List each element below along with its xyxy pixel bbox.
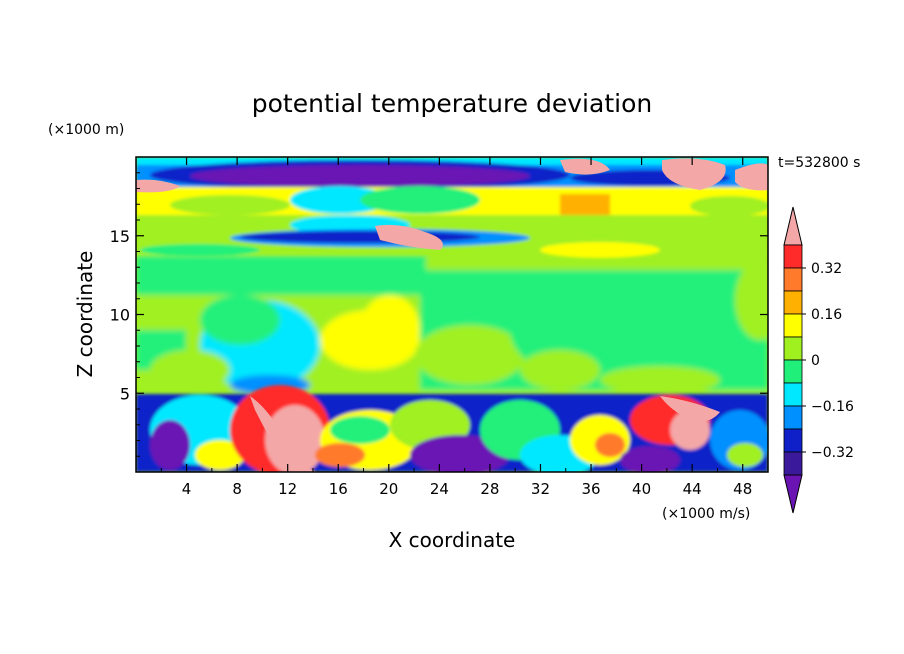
colorbar-label: 0 [811,353,820,369]
y-axis-ticks: 5 10 15 [110,172,768,457]
colorbar-label: 0.16 [811,307,842,323]
colorbar: 0.32 0.16 0 −0.16 −0.32 [783,206,854,514]
x-tick-label: 8 [232,480,242,498]
y-tick-label: 5 [120,384,130,403]
x-axis-label: X coordinate [389,528,516,552]
colorbar-segment [783,428,803,453]
y-tick-label: 15 [110,227,130,246]
colorbar-label: 0.32 [811,261,842,277]
y-axis-label: Z coordinate [73,251,97,378]
colorbar-label: −0.32 [811,445,854,461]
colorbar-segment [783,336,803,361]
colorbar-top-arrow [783,206,803,246]
colorbar-segment [783,267,803,292]
heatmap-field [136,157,768,472]
x-tick-label: 16 [329,480,348,498]
x-tick-label: 4 [182,480,192,498]
colorbar-segment [783,359,803,384]
x-tick-label: 48 [733,480,752,498]
x-tick-label: 28 [480,480,499,498]
colorbar-segment [783,382,803,407]
x-tick-label: 40 [632,480,651,498]
colorbar-segment [783,313,803,338]
y-unit-label: (×1000 m) [48,122,124,138]
colorbar-label: −0.16 [811,399,854,415]
colorbar-segment [783,244,803,269]
colorbar-bottom-arrow [783,474,803,514]
x-tick-label: 12 [278,480,297,498]
x-axis-ticks: 4 8 12 16 20 24 28 32 36 40 44 48 [160,157,752,498]
x-tick-label: 36 [581,480,600,498]
y-tick-label: 10 [110,306,130,325]
x-tick-label: 32 [531,480,550,498]
time-label: t=532800 s [778,155,860,171]
x-tick-label: 24 [430,480,449,498]
colorbar-segment [783,405,803,430]
x-tick-label: 20 [379,480,398,498]
x-tick-label: 44 [683,480,702,498]
colorbar-segment [783,451,803,476]
colorbar-segment [783,290,803,315]
chart-title: potential temperature deviation [252,89,652,118]
x-unit-label: (×1000 m/s) [662,506,750,522]
